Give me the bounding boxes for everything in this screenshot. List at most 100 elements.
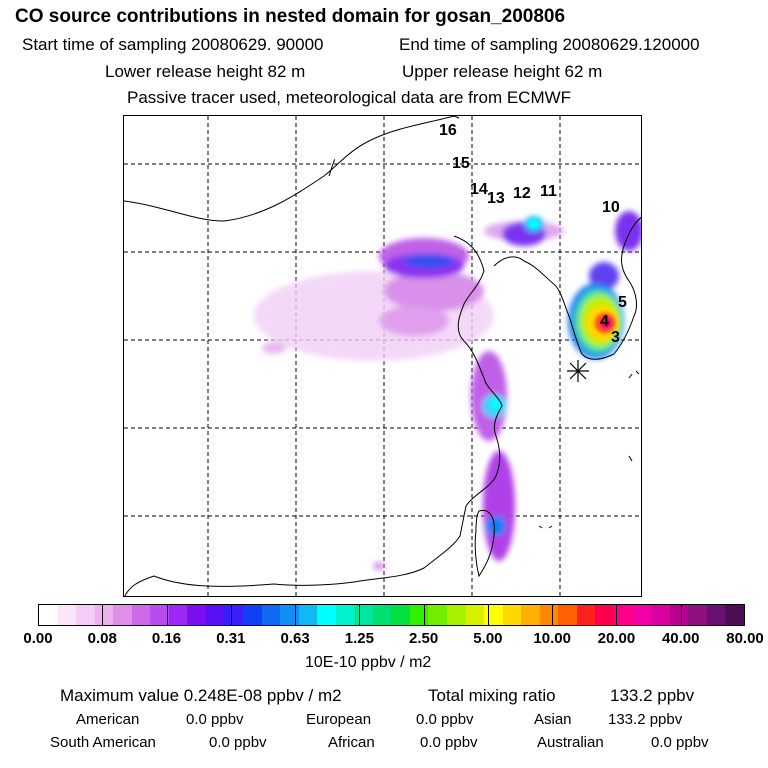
colorbar-tick-line xyxy=(295,605,297,625)
colorbar-tick-label: 80.00 xyxy=(726,630,764,647)
south-american-label: South American xyxy=(50,734,156,751)
colorbar-tick-label: 0.00 xyxy=(23,630,53,647)
colorbar-segment xyxy=(613,605,633,625)
african-label: African xyxy=(328,734,375,751)
american-value: 0.0 ppbv xyxy=(186,711,244,728)
colorbar-tick-line xyxy=(102,605,104,625)
colorbar-segment xyxy=(558,605,577,625)
colorbar-segment xyxy=(539,605,559,625)
colorbar-tick-label: 0.08 xyxy=(87,630,117,647)
traj-label-5: 5 xyxy=(618,294,627,311)
colorbar-segment xyxy=(335,605,355,625)
colorbar-tick-line xyxy=(680,605,682,625)
colorbar-tick-line xyxy=(552,605,554,625)
colorbar-segment xyxy=(669,605,689,625)
traj-label-14: 14 xyxy=(470,181,488,198)
colorbar-segment xyxy=(317,605,336,625)
colorbar-tick-label: 0.16 xyxy=(151,630,182,647)
colorbar-segment xyxy=(706,605,726,625)
trajectory-labels: 16 15 14 13 12 11 10 5 4 3 xyxy=(439,122,627,346)
colorbar-segment xyxy=(725,605,744,625)
start-time-label: Start time of sampling 20080629. 90000 xyxy=(22,35,324,54)
colorbar-tick-label: 0.31 xyxy=(216,630,246,647)
colorbar-tick-label: 40.00 xyxy=(661,630,700,647)
colorbar-tick-label: 1.25 xyxy=(344,630,374,647)
australian-label: Australian xyxy=(537,734,604,751)
colorbar-segment xyxy=(298,605,318,625)
total-mixing-value: 133.2 ppbv xyxy=(610,686,695,705)
coastlines xyxy=(124,116,641,596)
colorbar xyxy=(38,604,745,626)
european-label: European xyxy=(306,711,372,728)
colorbar-segment xyxy=(576,605,596,625)
african-value: 0.0 ppbv xyxy=(420,734,478,751)
colorbar-units: 10E-10 ppbv / m2 xyxy=(305,654,432,671)
colorbar-segment xyxy=(354,605,373,625)
colorbar-segment xyxy=(224,605,244,625)
traj-label-11: 11 xyxy=(540,183,557,200)
concentration-plume xyxy=(254,211,641,570)
colorbar-segment xyxy=(261,605,281,625)
colorbar-segment xyxy=(372,605,392,625)
colorbar-tick-label: 2.50 xyxy=(409,630,439,647)
upper-release-label: Upper release height 62 m xyxy=(402,62,603,81)
tracer-note: Passive tracer used, meteorological data… xyxy=(127,88,572,107)
colorbar-segment xyxy=(280,605,299,625)
traj-label-3: 3 xyxy=(611,329,620,346)
colorbar-tick-line xyxy=(423,605,425,625)
traj-label-15: 15 xyxy=(452,155,470,172)
asian-value: 133.2 ppbv xyxy=(608,711,683,728)
colorbar-segment xyxy=(484,605,503,625)
colorbar-segment xyxy=(688,605,707,625)
colorbar-segment xyxy=(502,605,522,625)
colorbar-segment xyxy=(205,605,225,625)
asian-label: Asian xyxy=(534,711,572,728)
colorbar-segment xyxy=(521,605,540,625)
max-value-label: Maximum value 0.248E-08 ppbv / m2 xyxy=(60,686,342,705)
colorbar-segment xyxy=(595,605,614,625)
colorbar-segment xyxy=(465,605,485,625)
end-time-label: End time of sampling 20080629.120000 xyxy=(399,35,700,54)
colorbar-segment xyxy=(57,605,77,625)
european-value: 0.0 ppbv xyxy=(416,711,474,728)
colorbar-segment xyxy=(168,605,188,625)
colorbar-segment xyxy=(632,605,652,625)
colorbar-tick-label: 5.00 xyxy=(473,630,503,647)
lower-release-label: Lower release height 82 m xyxy=(105,62,306,81)
american-label: American xyxy=(76,711,140,728)
colorbar-tick-line xyxy=(166,605,168,625)
map-title: CO source contributions in nested domain… xyxy=(15,6,566,27)
colorbar-tick-label: 20.00 xyxy=(597,630,636,647)
traj-label-10: 10 xyxy=(602,199,620,216)
colorbar-tick-line xyxy=(616,605,618,625)
colorbar-segment xyxy=(131,605,151,625)
colorbar-tick-label: 10.00 xyxy=(533,630,571,647)
colorbar-segment xyxy=(651,605,670,625)
map-canvas: 16 15 14 13 12 11 10 5 4 3 xyxy=(124,116,641,596)
colorbar-segment xyxy=(187,605,206,625)
australian-value: 0.0 ppbv xyxy=(651,734,709,751)
colorbar-segment xyxy=(447,605,466,625)
colorbar-tick-line xyxy=(487,605,489,625)
colorbar-tick-label: 0.63 xyxy=(280,630,310,647)
colorbar-segment xyxy=(243,605,262,625)
plume-core xyxy=(490,219,618,410)
traj-label-16: 16 xyxy=(439,122,457,139)
south-american-value: 0.0 ppbv xyxy=(209,734,267,751)
colorbar-segment xyxy=(150,605,169,625)
traj-label-13: 13 xyxy=(487,190,505,207)
map-panel: 16 15 14 13 12 11 10 5 4 3 xyxy=(123,115,642,597)
colorbar-tick-line xyxy=(359,605,361,625)
traj-label-12: 12 xyxy=(513,185,531,202)
colorbar-segment xyxy=(94,605,114,625)
colorbar-segment xyxy=(391,605,410,625)
colorbar-segment xyxy=(39,605,58,625)
traj-label-4: 4 xyxy=(600,313,609,330)
colorbar-segment xyxy=(113,605,132,625)
receptor-marker xyxy=(567,360,589,382)
colorbar-segment xyxy=(409,605,429,625)
colorbar-segment xyxy=(76,605,95,625)
colorbar-tick-line xyxy=(230,605,232,625)
colorbar-segment xyxy=(428,605,448,625)
total-mixing-label: Total mixing ratio xyxy=(428,686,556,705)
